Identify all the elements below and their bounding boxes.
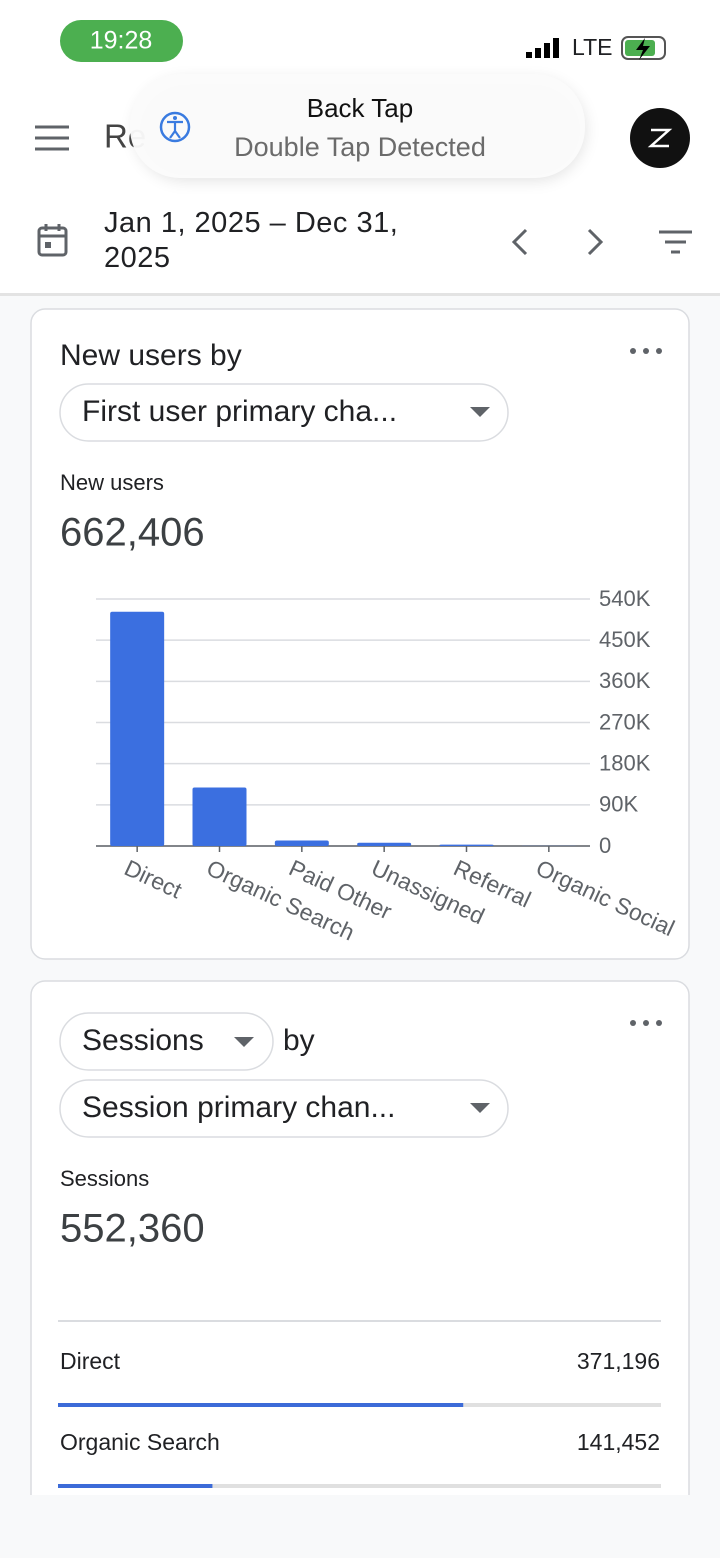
metric-dropdown[interactable] [59, 1012, 274, 1071]
toast-title: Back Tap [307, 93, 413, 123]
toast [130, 74, 585, 178]
y-tick-label: 450K [599, 627, 651, 652]
y-tick-label: 360K [599, 668, 651, 693]
accessibility-icon [159, 111, 191, 143]
time-pill [60, 20, 183, 62]
bar [274, 840, 329, 846]
y-tick-label: 90K [599, 792, 638, 817]
network: LTE [572, 34, 612, 60]
metric-value: 662,406 [60, 511, 205, 555]
next-button[interactable] [587, 228, 604, 256]
more-menu[interactable] [630, 1020, 662, 1026]
y-tick-label: 0 [599, 833, 611, 858]
menu-icon[interactable] [35, 125, 69, 151]
bar [439, 844, 494, 846]
progress-bar [58, 1403, 464, 1407]
avatar-logo [647, 128, 673, 148]
dimension-label: First user primary cha... [82, 395, 397, 428]
y-tick-label: 270K [599, 709, 651, 734]
metric-label: Sessions [60, 1166, 149, 1191]
charging-icon [636, 38, 650, 60]
channel-rows: Direct 371,196 Organic Search 141,452 [58, 1348, 661, 1488]
row-value: 371,196 [577, 1348, 660, 1374]
dimension-label: Session primary chan... [82, 1091, 395, 1124]
bar [357, 842, 412, 846]
bar [192, 787, 247, 846]
filter-button[interactable] [659, 230, 692, 254]
more-menu[interactable] [630, 348, 662, 354]
header-shadow [0, 293, 720, 296]
dropdown-arrow [470, 1103, 490, 1113]
dimension-dropdown[interactable] [59, 383, 509, 442]
accessibility-figure [167, 120, 183, 139]
dropdown-arrow [234, 1037, 254, 1047]
progress-bar [58, 1484, 213, 1488]
metric-label: New users [60, 470, 164, 495]
y-tick-label: 180K [599, 750, 651, 775]
metric-dropdown-label: Sessions [82, 1024, 204, 1057]
connector: by [283, 1024, 315, 1057]
battery [621, 36, 666, 60]
card-title: New users by [60, 339, 242, 372]
accessibility-head [173, 116, 177, 120]
signal-icon [526, 38, 559, 58]
metric-value: 552,360 [60, 1207, 205, 1251]
dropdown-arrow [470, 407, 490, 417]
bar [110, 611, 165, 846]
bottom-bg [0, 1495, 720, 1558]
date-range[interactable]: Jan 1, 2025 – Dec 31, 2025 [104, 207, 399, 274]
toast-message: Double Tap Detected [234, 132, 486, 162]
y-tick-label: 540K [599, 586, 651, 611]
row-name: Direct [60, 1348, 121, 1374]
row-name: Organic Search [60, 1429, 220, 1455]
dimension-dropdown[interactable] [59, 1079, 509, 1138]
calendar-icon[interactable] [37, 224, 68, 257]
row-value: 141,452 [577, 1429, 660, 1455]
time: 19:28 [90, 27, 153, 55]
bar-track [58, 1484, 661, 1488]
prev-button[interactable] [511, 228, 528, 256]
